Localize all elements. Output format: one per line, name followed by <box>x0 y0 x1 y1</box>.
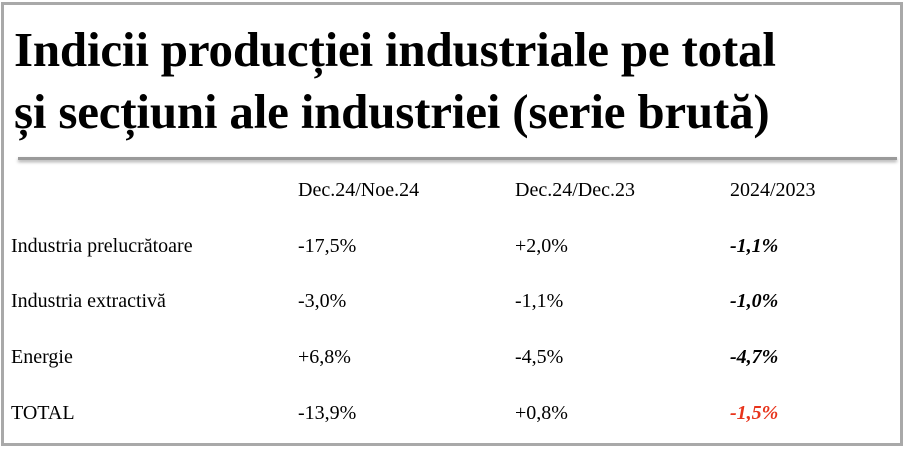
row-label-industria-extractiva: Industria extractivă <box>11 290 166 312</box>
table-cell-annual: -1,0% <box>730 290 779 312</box>
title-line-2: și secțiuni ale industriei (serie brută) <box>14 84 770 139</box>
table-cell: -17,5% <box>298 235 357 257</box>
title-line-1: Indicii producției industriale pe total <box>14 22 776 77</box>
table-cell: -3,0% <box>298 290 347 312</box>
column-header-2024-2023: 2024/2023 <box>730 179 816 201</box>
table-cell: -4,5% <box>515 346 564 368</box>
row-label-total: TOTAL <box>11 402 75 424</box>
document-frame: Indicii producției industriale pe total … <box>1 2 903 446</box>
page-title: Indicii producției industriale pe total … <box>14 19 899 143</box>
column-header-dec24-dec23: Dec.24/Dec.23 <box>515 179 635 201</box>
row-label-industria-prelucratoare: Industria prelucrătoare <box>11 235 193 257</box>
table-cell: +2,0% <box>515 235 568 257</box>
table-cell-annual: -1,1% <box>730 235 779 257</box>
row-label-energie: Energie <box>11 346 73 368</box>
column-header-dec24-noe24: Dec.24/Noe.24 <box>298 179 420 201</box>
title-divider <box>18 157 897 160</box>
table-cell: +0,8% <box>515 402 568 424</box>
table-cell-annual: -4,7% <box>730 346 779 368</box>
table-cell: -13,9% <box>298 402 357 424</box>
table-cell-annual-total: -1,5% <box>730 402 779 424</box>
table-cell: +6,8% <box>298 346 351 368</box>
table-cell: -1,1% <box>515 290 564 312</box>
